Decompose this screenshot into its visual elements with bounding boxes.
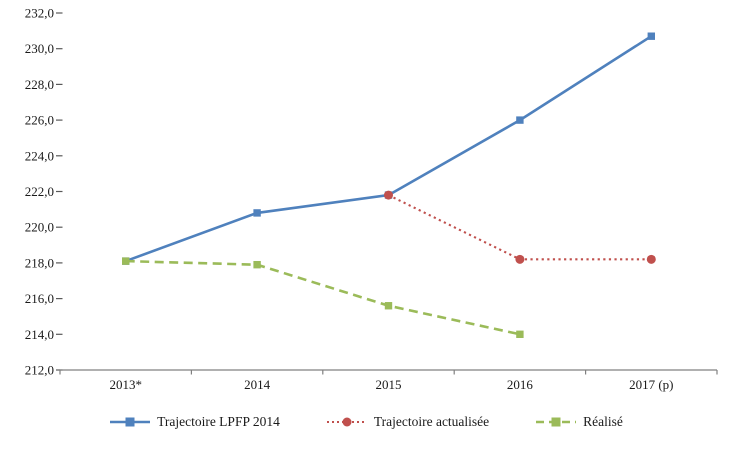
y-axis-label: 226,0 — [25, 113, 54, 128]
series-1-marker — [646, 254, 656, 264]
chart-legend: Trajectoire LPFP 2014 Trajectoire actual… — [0, 414, 732, 430]
legend-swatch-green-dashed-square-icon — [536, 417, 577, 427]
series-line-1 — [388, 194, 652, 261]
series-2-marker — [384, 302, 393, 310]
y-axis-label: 212,0 — [25, 363, 54, 378]
x-axis-label: 2016 — [507, 377, 534, 392]
series-0-marker — [647, 32, 655, 40]
series-1-marker — [515, 254, 525, 264]
legend-swatch-blue-solid-square-icon — [110, 417, 151, 427]
y-axis-label: 228,0 — [25, 77, 54, 92]
series-2-marker — [253, 260, 261, 269]
legend-item-trajectoire-actualisee: Trajectoire actualisée — [326, 414, 489, 430]
series-1-marker — [384, 190, 393, 200]
y-axis-label: 220,0 — [25, 220, 54, 235]
legend-label-realise: Réalisé — [583, 414, 623, 429]
legend-swatch-red-dotted-circle-icon — [326, 417, 367, 427]
series-line-0 — [124, 34, 653, 263]
legend-item-trajectoire-lpfp-2014: Trajectoire LPFP 2014 — [109, 414, 280, 430]
x-axis-label: 2015 — [376, 377, 402, 392]
legend-label-trajectoire-actualisee: Trajectoire actualisée — [373, 414, 490, 429]
legend-label-trajectoire-lpfp-2014: Trajectoire LPFP 2014 — [157, 414, 280, 429]
series-2-marker — [516, 330, 524, 338]
y-axis-label: 214,0 — [25, 327, 54, 342]
x-axis-label: 2014 — [244, 377, 271, 392]
x-axis-label: 2017 (p) — [629, 377, 673, 392]
x-axis-label: 2013* — [109, 377, 142, 392]
y-axis-label: 230,0 — [25, 41, 54, 56]
y-axis-label: 224,0 — [25, 148, 54, 163]
series-line-2 — [125, 259, 521, 336]
legend-item-realise: Réalisé — [535, 414, 623, 430]
y-axis-label: 232,0 — [25, 6, 54, 21]
series-0-marker — [516, 116, 524, 124]
series-0-marker — [253, 209, 261, 217]
y-axis-label: 222,0 — [25, 184, 54, 199]
y-axis-label: 218,0 — [25, 255, 54, 270]
y-axis-label: 216,0 — [25, 291, 54, 306]
series-2-marker — [122, 257, 130, 265]
